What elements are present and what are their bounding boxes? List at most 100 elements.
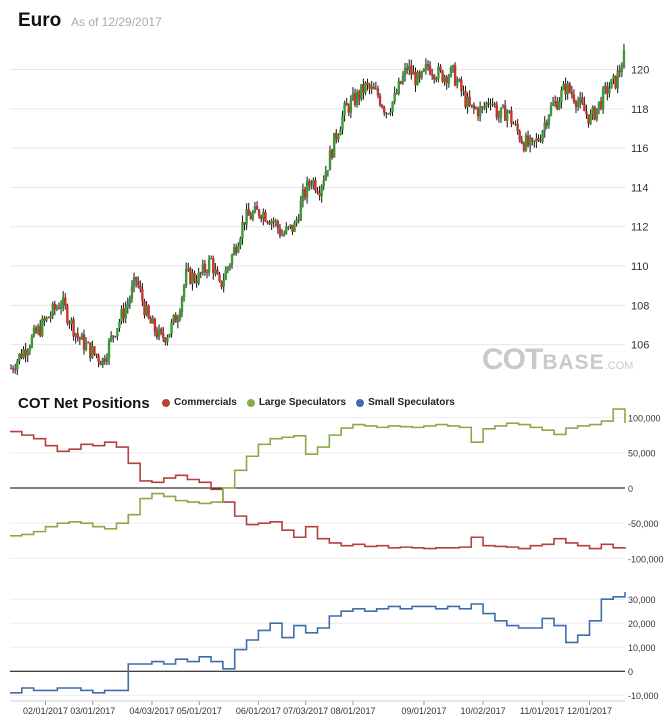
candle-body <box>414 71 417 86</box>
candle-body <box>72 319 75 337</box>
candle-body <box>243 222 246 225</box>
candle-body <box>339 129 342 136</box>
candle-body <box>224 269 227 280</box>
candle-body <box>232 247 236 255</box>
candle-body <box>155 331 159 338</box>
candle-body <box>134 277 138 281</box>
price-y-tick-label: 112 <box>631 222 649 234</box>
candle-body <box>391 101 394 113</box>
small-y-tick-label: 20,000 <box>628 619 656 629</box>
candle-body <box>551 103 555 106</box>
candle-body <box>376 88 380 96</box>
candle-body <box>462 90 465 92</box>
candle-body <box>593 107 596 120</box>
candle-body <box>295 219 298 223</box>
page-title: Euro <box>18 10 62 31</box>
candle-body <box>141 289 144 302</box>
candle-body <box>405 67 409 71</box>
candle-body <box>139 285 142 290</box>
candle-body <box>230 254 234 265</box>
small-y-tick-label: 30,000 <box>628 595 656 605</box>
candle-body <box>105 358 109 363</box>
candle-body <box>126 304 129 308</box>
candle-body <box>383 107 386 113</box>
candle-body <box>301 189 305 202</box>
candle-body <box>453 65 457 86</box>
candle-body <box>16 360 19 370</box>
candle-body <box>451 65 455 68</box>
candle-body <box>583 103 586 112</box>
candle-body <box>80 334 84 340</box>
candle-body <box>491 103 494 105</box>
candle-body <box>174 314 177 323</box>
candle-body <box>234 247 238 253</box>
candle-body <box>539 140 542 142</box>
candle-body <box>483 107 486 109</box>
candle-body <box>345 102 348 106</box>
candle-body <box>597 101 601 109</box>
legend-label-large-speculators: Large Speculators <box>258 397 347 408</box>
candle-body <box>464 90 467 108</box>
candle-body <box>251 212 255 220</box>
cot-y-tick-label: -50,000 <box>628 519 659 529</box>
price-y-tick-label: 106 <box>631 340 649 352</box>
candle-body <box>541 131 544 142</box>
candle-body <box>120 308 123 322</box>
candle-body <box>26 351 29 356</box>
candle-body <box>237 246 240 253</box>
candle-body <box>36 326 40 333</box>
candle-body <box>581 97 584 104</box>
candle-body <box>22 349 25 359</box>
legend-small-speculators[interactable]: Small Speculators <box>356 397 455 408</box>
candle-body <box>193 272 196 282</box>
watermark-base: BASE <box>542 351 605 374</box>
candle-body <box>622 50 626 68</box>
price-y-tick-label: 108 <box>631 300 649 312</box>
candle-body <box>553 101 557 104</box>
candle-body <box>95 353 98 356</box>
candle-body <box>212 258 215 274</box>
candle-body <box>366 82 369 85</box>
candle-body <box>114 336 117 338</box>
candle-body <box>474 108 478 110</box>
legend-dot-small-speculators <box>356 398 365 407</box>
candle-body <box>289 224 292 227</box>
candle-body <box>478 106 482 117</box>
legend-label-small-speculators: Small Speculators <box>368 397 455 408</box>
candle-body <box>535 138 538 142</box>
candle-body <box>568 83 571 92</box>
candle-body <box>189 268 192 284</box>
candle-body <box>153 318 157 332</box>
candle-body <box>99 361 102 366</box>
candle-body <box>149 317 152 324</box>
candle-body <box>164 338 167 343</box>
candle-body <box>214 269 217 274</box>
candle-body <box>380 105 384 108</box>
candle-body <box>458 79 461 81</box>
candle-body <box>264 212 267 222</box>
candle-body <box>595 108 599 120</box>
candle-body <box>591 107 594 114</box>
x-tick-label: 09/01/2017 <box>401 706 446 716</box>
legend-large-speculators[interactable]: Large Speculators <box>246 397 347 408</box>
candle-body <box>170 322 173 334</box>
candle-body <box>132 277 136 287</box>
candle-body <box>435 78 438 80</box>
candle-body <box>28 347 32 352</box>
candle-body <box>184 269 188 286</box>
candle-body <box>316 190 319 193</box>
candle-body <box>514 123 517 125</box>
cot-series-line-commercials <box>10 430 626 550</box>
candle-body <box>162 332 165 339</box>
candle-body <box>14 369 17 371</box>
legend-commercials[interactable]: Commercials <box>162 397 237 408</box>
candle-body <box>428 66 432 75</box>
candle-body <box>272 220 275 222</box>
candle-body <box>130 286 134 299</box>
legend-dot-large-speculators <box>246 398 255 407</box>
candle-body <box>324 171 328 181</box>
candle-body <box>253 206 257 213</box>
watermark-cot: COT <box>482 343 543 376</box>
small-y-tick-label: -10,000 <box>628 691 659 701</box>
